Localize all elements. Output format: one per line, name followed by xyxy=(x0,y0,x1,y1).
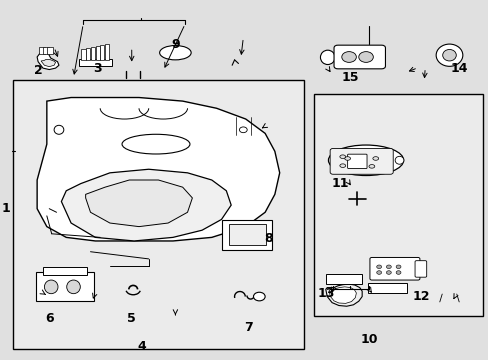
FancyBboxPatch shape xyxy=(368,283,406,293)
FancyBboxPatch shape xyxy=(79,59,112,66)
Text: 5: 5 xyxy=(127,311,136,325)
FancyBboxPatch shape xyxy=(347,154,366,168)
Ellipse shape xyxy=(442,49,455,61)
Circle shape xyxy=(253,292,264,301)
Text: 14: 14 xyxy=(449,62,467,75)
Bar xyxy=(13,80,304,348)
FancyBboxPatch shape xyxy=(36,272,94,301)
FancyBboxPatch shape xyxy=(228,224,265,244)
Ellipse shape xyxy=(122,134,189,154)
FancyBboxPatch shape xyxy=(329,148,392,174)
Text: 1: 1 xyxy=(1,202,10,215)
FancyBboxPatch shape xyxy=(414,261,426,277)
Text: 13: 13 xyxy=(316,287,334,300)
Circle shape xyxy=(341,51,356,62)
Ellipse shape xyxy=(54,125,64,134)
FancyBboxPatch shape xyxy=(43,47,49,54)
Text: 15: 15 xyxy=(341,71,358,84)
Polygon shape xyxy=(61,169,231,241)
Circle shape xyxy=(395,271,400,274)
Circle shape xyxy=(376,265,381,269)
Polygon shape xyxy=(37,51,59,69)
Ellipse shape xyxy=(372,157,378,160)
FancyBboxPatch shape xyxy=(86,48,90,60)
FancyBboxPatch shape xyxy=(81,49,85,60)
FancyBboxPatch shape xyxy=(369,257,419,280)
Ellipse shape xyxy=(66,280,80,294)
Text: 8: 8 xyxy=(264,231,273,244)
Text: 7: 7 xyxy=(244,320,252,333)
FancyBboxPatch shape xyxy=(91,47,95,60)
Text: 9: 9 xyxy=(171,38,180,51)
Ellipse shape xyxy=(44,280,58,294)
FancyBboxPatch shape xyxy=(333,45,385,69)
Circle shape xyxy=(395,265,400,269)
Text: 4: 4 xyxy=(137,340,145,353)
Text: 2: 2 xyxy=(34,64,42,77)
Polygon shape xyxy=(85,180,192,226)
Polygon shape xyxy=(41,59,56,67)
Ellipse shape xyxy=(320,50,334,64)
FancyBboxPatch shape xyxy=(47,47,53,54)
Ellipse shape xyxy=(339,164,345,167)
Ellipse shape xyxy=(339,155,345,158)
Text: 10: 10 xyxy=(360,333,377,346)
Ellipse shape xyxy=(394,156,403,164)
Circle shape xyxy=(386,271,390,274)
Polygon shape xyxy=(37,98,279,241)
FancyBboxPatch shape xyxy=(325,274,362,284)
Text: 6: 6 xyxy=(45,311,54,325)
Circle shape xyxy=(239,127,247,133)
Text: 11: 11 xyxy=(331,177,348,190)
Text: 3: 3 xyxy=(93,62,102,75)
Bar xyxy=(313,94,483,316)
Polygon shape xyxy=(328,287,356,303)
Ellipse shape xyxy=(344,157,350,160)
Circle shape xyxy=(376,271,381,274)
Ellipse shape xyxy=(435,44,462,66)
FancyBboxPatch shape xyxy=(100,45,104,60)
Polygon shape xyxy=(325,284,362,306)
FancyBboxPatch shape xyxy=(104,44,109,60)
Text: 12: 12 xyxy=(412,290,429,303)
FancyBboxPatch shape xyxy=(222,220,271,249)
Circle shape xyxy=(386,265,390,269)
Ellipse shape xyxy=(328,145,403,176)
Ellipse shape xyxy=(368,165,374,168)
Circle shape xyxy=(358,51,372,62)
FancyBboxPatch shape xyxy=(43,267,86,275)
FancyBboxPatch shape xyxy=(96,46,100,60)
FancyBboxPatch shape xyxy=(39,47,45,54)
Ellipse shape xyxy=(159,45,191,60)
